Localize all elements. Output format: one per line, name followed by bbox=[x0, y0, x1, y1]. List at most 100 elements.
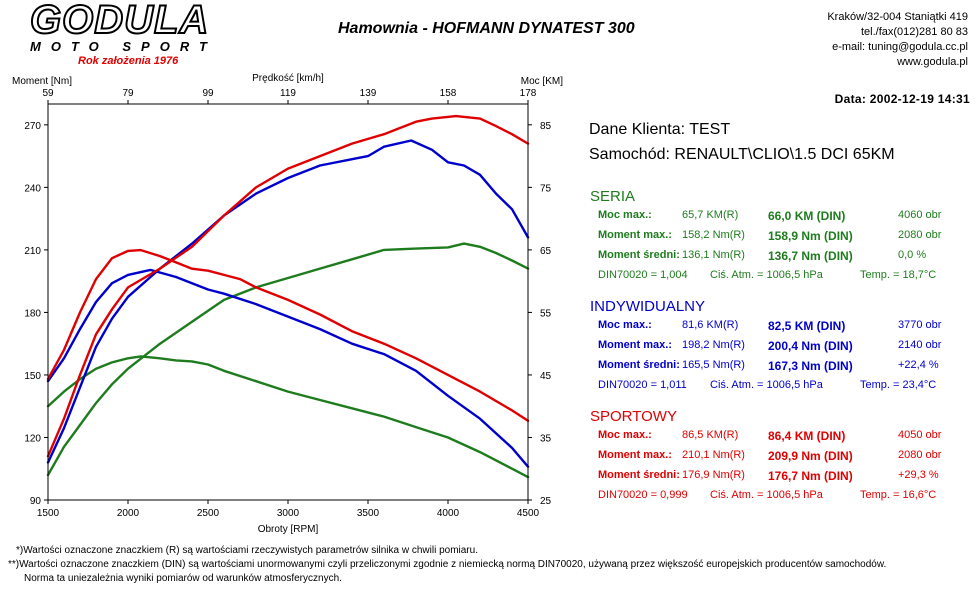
series-line-5 bbox=[46, 114, 530, 458]
x-tick-label: 3500 bbox=[357, 508, 380, 519]
y-right-tick-label: 75 bbox=[540, 183, 552, 194]
result-din-value: 66,0 KM (DIN) bbox=[768, 209, 846, 223]
result-label: Moment średni: bbox=[598, 249, 680, 261]
result-label: Moc max.: bbox=[598, 209, 652, 221]
result-din-value: 82,5 KM (DIN) bbox=[768, 319, 846, 333]
section-title: SERIA bbox=[590, 188, 636, 205]
result-r-value: 158,2 Nm(R) bbox=[682, 229, 745, 241]
y-right-tick-label: 45 bbox=[540, 371, 552, 382]
result-label: Moc max.: bbox=[598, 319, 652, 331]
y-right-tick-label: 85 bbox=[540, 121, 552, 132]
y-left-tick-label: 180 bbox=[24, 308, 41, 319]
y-left-tick-label: 90 bbox=[30, 496, 42, 507]
temperature: Temp. = 23,4°C bbox=[860, 379, 937, 391]
result-din-value: 86,4 KM (DIN) bbox=[768, 429, 846, 443]
axis-labels: Moment [Nm] Prędkość [km/h] Moc [KM] Obr… bbox=[12, 73, 563, 535]
section-title: INDYWIDUALNY bbox=[590, 298, 706, 315]
result-extra: 2080 obr bbox=[898, 449, 942, 461]
result-extra: 3770 obr bbox=[898, 319, 942, 331]
result-din-value: 136,7 Nm (DIN) bbox=[768, 249, 853, 263]
series-line-0 bbox=[46, 355, 530, 479]
y-right-tick-label: 65 bbox=[540, 246, 552, 257]
x-tick-label: 2000 bbox=[117, 508, 140, 519]
result-din-value: 176,7 Nm (DIN) bbox=[768, 469, 853, 483]
contact-email[interactable]: e-mail: tuning@godula.cc.pl bbox=[832, 41, 968, 53]
temperature: Temp. = 18,7°C bbox=[860, 269, 937, 281]
x-tick-label: 1500 bbox=[37, 508, 60, 519]
y-left-tick-label: 240 bbox=[24, 183, 41, 194]
result-r-value: 165,5 Nm(R) bbox=[682, 359, 745, 371]
y-left-tick-label: 150 bbox=[24, 371, 41, 382]
x-top-tick-label: 79 bbox=[122, 88, 134, 99]
y-right-label: Moc [KM] bbox=[521, 76, 563, 87]
result-din-value: 158,9 Nm (DIN) bbox=[768, 229, 853, 243]
result-extra: +22,4 % bbox=[898, 359, 939, 371]
result-label: Moc max.: bbox=[598, 429, 652, 441]
x-top-tick-label: 59 bbox=[42, 88, 54, 99]
logo-subtitle: MOTO SPORT bbox=[30, 39, 217, 54]
atm-pressure: Ciś. Atm. = 1006,5 hPa bbox=[710, 379, 823, 391]
series-line-1 bbox=[46, 242, 530, 477]
client-car: Samochód: RENAULT\CLIO\1.5 DCI 65KM bbox=[589, 146, 895, 163]
plot-frame bbox=[47, 103, 529, 501]
y-left-tick-label: 210 bbox=[24, 246, 41, 257]
result-extra: 2080 obr bbox=[898, 229, 942, 241]
x-tick-label: 4000 bbox=[437, 508, 460, 519]
result-din-value: 209,9 Nm (DIN) bbox=[768, 449, 853, 463]
series-line-2 bbox=[46, 268, 530, 468]
dyno-chart: Moment [Nm] Prędkość [km/h] Moc [KM] Obr… bbox=[12, 73, 563, 535]
result-din-value: 200,4 Nm (DIN) bbox=[768, 339, 853, 353]
y-left-label: Moment [Nm] bbox=[12, 76, 72, 87]
result-label: Moment max.: bbox=[598, 449, 672, 461]
x-tick-label: 3000 bbox=[277, 508, 300, 519]
result-r-value: 86,5 KM(R) bbox=[682, 429, 739, 441]
result-label: Moment max.: bbox=[598, 229, 672, 241]
contact-website[interactable]: www.godula.pl bbox=[897, 56, 968, 68]
section-title: SPORTOWY bbox=[590, 408, 677, 425]
x-top-tick-label: 99 bbox=[202, 88, 214, 99]
contact-block: Kraków/32-004 Staniątki 419 tel./fax(012… bbox=[827, 10, 968, 70]
contact-phone: tel./fax(012)281 80 83 bbox=[860, 26, 968, 38]
result-r-value: 136,1 Nm(R) bbox=[682, 249, 745, 261]
result-extra: 0,0 % bbox=[898, 249, 927, 261]
chart-series bbox=[46, 114, 530, 479]
footnote-r: *)Wartości oznaczone znaczkiem (R) są wa… bbox=[16, 545, 478, 556]
din-factor: DIN70020 = 0,999 bbox=[598, 489, 688, 501]
x-top-tick-label: 119 bbox=[280, 88, 296, 99]
atm-pressure: Ciś. Atm. = 1006,5 hPa bbox=[710, 489, 823, 501]
y-left-tick-label: 270 bbox=[24, 121, 41, 132]
result-extra: 4060 obr bbox=[898, 209, 942, 221]
y-right-tick-label: 35 bbox=[540, 433, 552, 444]
result-r-value: 176,9 Nm(R) bbox=[682, 469, 745, 481]
logo-year: Rok założenia 1976 bbox=[78, 55, 179, 67]
series-line-3 bbox=[46, 139, 530, 464]
temperature: Temp. = 16,6°C bbox=[860, 489, 937, 501]
result-extra: +29,3 % bbox=[898, 469, 939, 481]
axis-ticks: 1500 2000 2500 3000 3500 4000 4500 59 79 99 119 139… bbox=[24, 88, 551, 519]
y-right-tick-label: 25 bbox=[540, 496, 552, 507]
x-top-tick-label: 158 bbox=[440, 88, 457, 99]
page-title: Hamownia - HOFMANN DYNATEST 300 bbox=[338, 20, 635, 37]
result-r-value: 81,6 KM(R) bbox=[682, 319, 739, 331]
x-tick-label: 4500 bbox=[517, 508, 540, 519]
result-din-value: 167,3 Nm (DIN) bbox=[768, 359, 853, 373]
y-left-tick-label: 120 bbox=[24, 433, 41, 444]
y-right-tick-label: 55 bbox=[540, 308, 552, 319]
series-line-4 bbox=[46, 248, 530, 422]
result-r-value: 210,1 Nm(R) bbox=[682, 449, 745, 461]
result-extra: 2140 obr bbox=[898, 339, 942, 351]
x-top-label: Prędkość [km/h] bbox=[252, 73, 324, 84]
x-top-tick-label: 139 bbox=[360, 88, 377, 99]
measurement-date: Data: 2002-12-19 14:31 bbox=[834, 92, 970, 106]
result-r-value: 198,2 Nm(R) bbox=[682, 339, 745, 351]
result-extra: 4050 obr bbox=[898, 429, 942, 441]
x-tick-label: 2500 bbox=[197, 508, 220, 519]
din-factor: DIN70020 = 1,011 bbox=[598, 379, 687, 391]
result-r-value: 65,7 KM(R) bbox=[682, 209, 739, 221]
atm-pressure: Ciś. Atm. = 1006,5 hPa bbox=[710, 269, 823, 281]
logo-text: GODULA bbox=[29, 0, 210, 43]
result-label: Moment max.: bbox=[598, 339, 672, 351]
din-factor: DIN70020 = 1,004 bbox=[598, 269, 688, 281]
x-top-tick-label: 178 bbox=[520, 88, 537, 99]
contact-address: Kraków/32-004 Staniątki 419 bbox=[827, 11, 968, 23]
